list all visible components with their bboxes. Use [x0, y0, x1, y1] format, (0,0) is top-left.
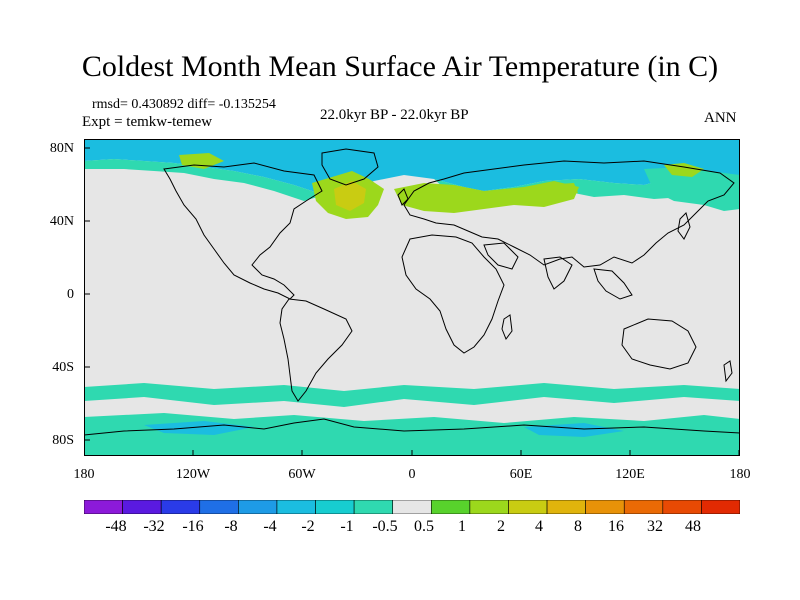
greenland-outline	[321, 148, 379, 186]
southeast-asia-outline	[593, 268, 633, 300]
warm-region-asia	[514, 183, 578, 199]
experiment-label: Expt = temkw-temew	[82, 114, 213, 130]
india-outline	[543, 256, 573, 290]
colorbar-swatch	[469, 500, 509, 514]
colorbar-swatch	[392, 500, 432, 514]
rmsd-diff-text: rmsd= 0.430892 diff= -0.135254	[92, 97, 276, 112]
colorbar-swatch	[585, 500, 625, 514]
colorbar-swatch	[508, 500, 548, 514]
africa-outline	[401, 234, 505, 354]
coastlines	[84, 148, 740, 436]
antarctica-outline	[84, 418, 740, 436]
x-tick-label: 180	[729, 467, 751, 482]
colorbar-label: 2	[497, 518, 505, 535]
cool-region-arctic-edge	[84, 159, 324, 201]
eurasia-outline	[403, 160, 735, 268]
colorbar-swatch	[353, 500, 394, 514]
y-tick-label: 40N	[49, 214, 74, 229]
x-tick-label: 0	[408, 467, 416, 482]
cool-region-antarctic-deep	[144, 421, 254, 435]
australia-outline	[621, 318, 697, 370]
colorbar-swatch	[122, 500, 162, 514]
colorbar-label: 48	[685, 518, 701, 535]
colorbar-swatch	[238, 500, 278, 514]
colorbar	[84, 500, 740, 514]
colorbar-swatch	[276, 500, 316, 514]
colorbar-label: 16	[608, 518, 624, 535]
y-tick-label: 40S	[52, 360, 74, 375]
colorbar-swatch	[160, 500, 201, 514]
colorbar-swatch	[701, 500, 740, 514]
y-tick-label: 80N	[49, 141, 74, 156]
time-range-subtitle: 22.0kyr BP - 22.0kyr BP	[320, 107, 469, 123]
x-tick-label: 120E	[615, 467, 645, 482]
colorbar-swatch	[623, 500, 664, 514]
new-zealand-outline	[723, 360, 733, 383]
colorbar-label: -16	[182, 518, 204, 535]
cool-region-pacific	[644, 167, 740, 211]
colorbar-swatch	[315, 500, 355, 514]
x-tick-label: 60W	[288, 467, 316, 482]
colorbar-label: 0.5	[414, 518, 434, 535]
x-tick-label: 60E	[509, 467, 533, 482]
axis-ticks	[84, 147, 740, 456]
colorbar-swatch	[84, 500, 123, 514]
warm-region-beringia	[664, 163, 704, 177]
world-map	[84, 139, 740, 456]
colorbar-label: 32	[647, 518, 663, 535]
x-tick-label: 180	[73, 467, 95, 482]
y-tick-label: 80S	[52, 433, 74, 448]
colorbar-swatch	[662, 500, 702, 514]
south-america-outline	[279, 298, 353, 402]
japan-outline	[677, 212, 691, 240]
colorbar-label: -4	[263, 518, 277, 535]
y-tick-label: 0	[67, 287, 74, 302]
colorbar-label: -8	[224, 518, 238, 535]
colorbar-swatch	[430, 500, 471, 514]
colorbar-label: 8	[574, 518, 582, 535]
world-map-panel	[84, 139, 740, 456]
cool-region-arctic	[84, 139, 740, 195]
north-america-outline	[163, 162, 323, 300]
colorbar-label: -48	[105, 518, 127, 535]
arabia-outline	[483, 242, 519, 270]
colorbar-label: -1	[340, 518, 354, 535]
madagascar-outline	[501, 314, 513, 341]
season-label: ANN	[704, 110, 737, 126]
colorbar-label: 1	[458, 518, 466, 535]
colorbar-swatch	[199, 500, 239, 514]
colorbar-label: -32	[143, 518, 165, 535]
british-isles-outline	[397, 188, 409, 206]
colorbar-label: 4	[535, 518, 543, 535]
colorbar-label: -2	[301, 518, 315, 535]
colorbar-label: -0.5	[372, 518, 398, 535]
warm-region-north-atlantic-core	[334, 181, 366, 211]
map-title: Coldest Month Mean Surface Air Temperatu…	[81, 50, 719, 83]
colorbar-swatch	[546, 500, 586, 514]
cool-region-southern-ocean	[84, 383, 740, 407]
x-tick-label: 120W	[175, 467, 211, 482]
